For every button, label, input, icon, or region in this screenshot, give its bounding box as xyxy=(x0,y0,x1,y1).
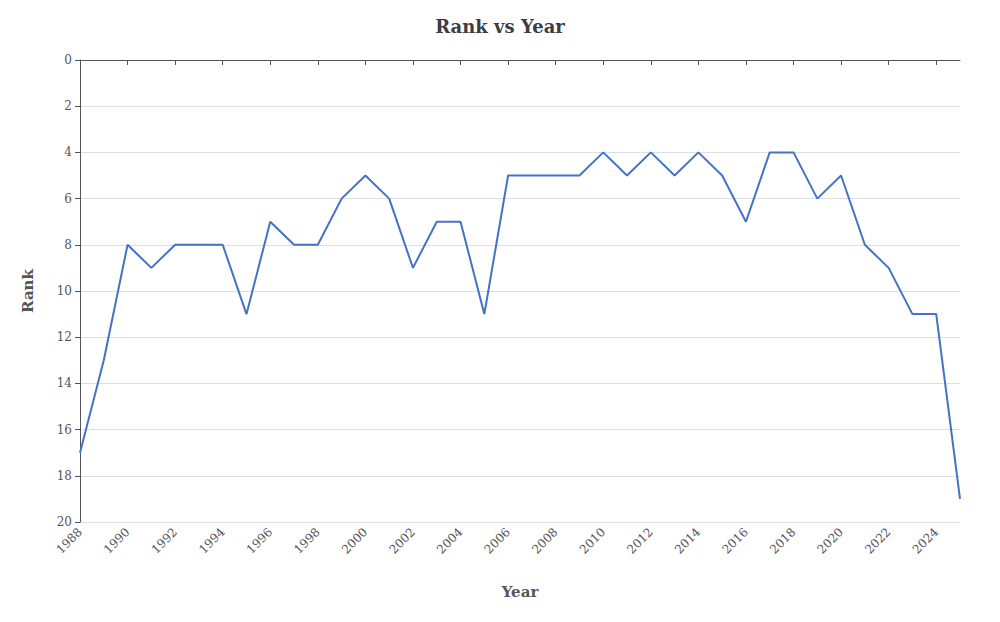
svg-text:2022: 2022 xyxy=(862,525,893,556)
svg-text:1996: 1996 xyxy=(244,525,275,556)
svg-text:Rank: Rank xyxy=(19,268,37,312)
svg-text:1994: 1994 xyxy=(196,525,228,557)
svg-text:1990: 1990 xyxy=(101,525,132,556)
svg-text:14: 14 xyxy=(57,376,73,390)
svg-text:6: 6 xyxy=(64,192,72,206)
svg-text:2008: 2008 xyxy=(529,525,560,556)
svg-text:10: 10 xyxy=(57,284,72,298)
svg-text:4: 4 xyxy=(64,145,72,159)
svg-text:16: 16 xyxy=(57,423,72,437)
svg-text:2020: 2020 xyxy=(815,525,846,556)
svg-text:0: 0 xyxy=(64,53,72,67)
svg-text:20: 20 xyxy=(57,515,72,529)
svg-text:2: 2 xyxy=(64,99,72,113)
svg-text:8: 8 xyxy=(64,238,72,252)
svg-text:Rank vs Year: Rank vs Year xyxy=(435,16,565,37)
svg-text:2016: 2016 xyxy=(719,525,750,556)
svg-text:Year: Year xyxy=(501,583,540,601)
svg-text:1998: 1998 xyxy=(291,525,322,556)
svg-text:2024: 2024 xyxy=(910,525,942,557)
svg-text:12: 12 xyxy=(57,330,72,344)
svg-text:2000: 2000 xyxy=(339,525,370,556)
svg-text:18: 18 xyxy=(57,469,72,483)
svg-text:2006: 2006 xyxy=(482,525,513,556)
svg-text:2014: 2014 xyxy=(672,525,704,557)
svg-text:2004: 2004 xyxy=(434,525,466,557)
svg-text:1992: 1992 xyxy=(149,525,180,556)
svg-text:2002: 2002 xyxy=(386,525,417,556)
svg-text:2018: 2018 xyxy=(767,525,798,556)
svg-text:1988: 1988 xyxy=(53,525,84,556)
svg-text:2010: 2010 xyxy=(577,525,608,556)
svg-text:2012: 2012 xyxy=(624,525,655,556)
